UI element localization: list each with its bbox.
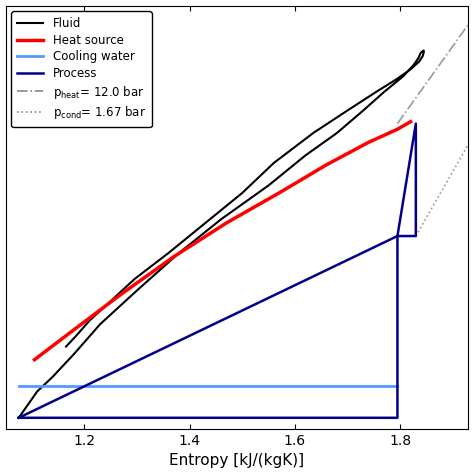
- Legend: Fluid, Heat source, Cooling water, Process, p$_{\mathregular{heat}}$= 12.0 bar, : Fluid, Heat source, Cooling water, Proce…: [11, 11, 152, 127]
- X-axis label: Entropy [kJ/(kgK)]: Entropy [kJ/(kgK)]: [169, 454, 305, 468]
